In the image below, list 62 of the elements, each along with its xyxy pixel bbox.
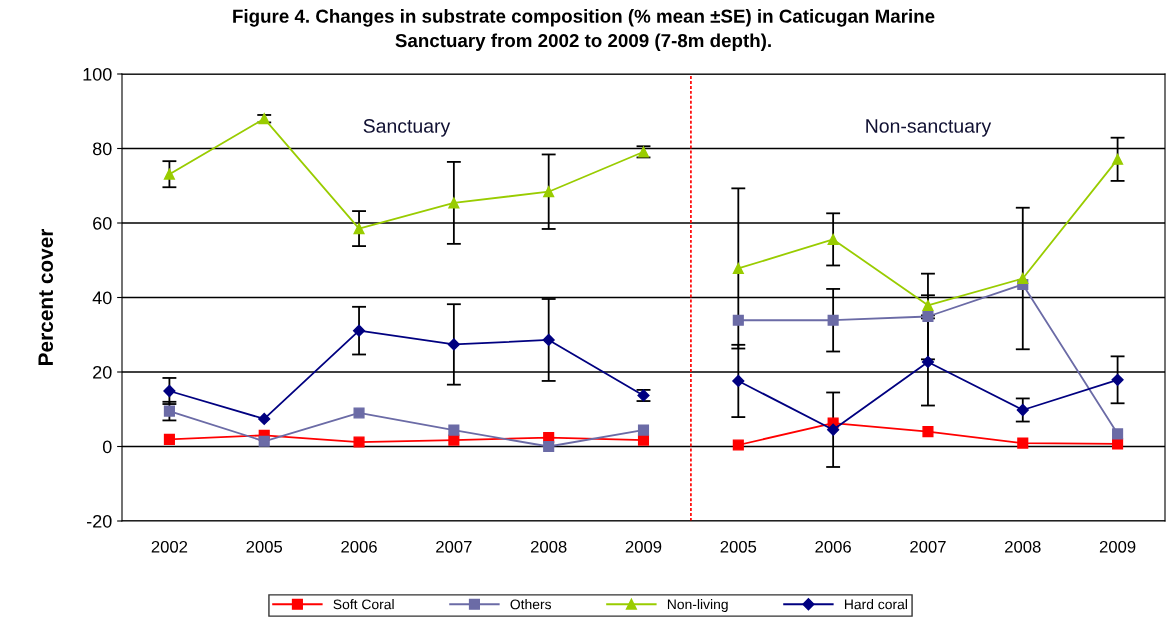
y-tick-label: -20 — [86, 514, 112, 528]
x-tick-label: 2006 — [341, 540, 377, 553]
x-tick-label: 2008 — [1005, 540, 1041, 553]
point — [353, 223, 365, 235]
point — [637, 434, 650, 446]
y-tick-label: 100 — [83, 67, 112, 81]
chart-title: Figure 4. Changes in substrate composition (% mean ±SE) in Caticugan Marine Sanctuary from 2002 to 2009 (7-8m depth). — [233, 9, 935, 51]
point — [163, 384, 176, 398]
x-tick-label: 2009 — [625, 540, 662, 553]
y-tick-label: 0 — [102, 440, 112, 454]
point — [353, 436, 365, 448]
legend-label: Non-living — [667, 599, 728, 612]
x-tick-label: 2008 — [530, 540, 567, 553]
point — [542, 333, 555, 347]
point — [827, 314, 839, 326]
point — [163, 433, 175, 445]
annotation: Sanctuary — [363, 119, 451, 137]
point — [448, 197, 460, 209]
x-tick-label: 2005 — [246, 540, 283, 553]
point — [447, 338, 460, 351]
point — [1112, 438, 1124, 450]
x-tick-label: 2006 — [815, 540, 851, 553]
point — [258, 435, 270, 447]
point — [922, 426, 934, 438]
point — [353, 407, 365, 419]
point — [827, 423, 840, 436]
point — [352, 324, 366, 337]
point — [922, 310, 934, 323]
legend-label: Others — [510, 599, 552, 610]
point — [1112, 428, 1124, 440]
point — [732, 439, 744, 451]
y-tick-label: 80 — [92, 142, 112, 156]
point — [1017, 437, 1029, 449]
y-tick-label: 60 — [93, 216, 112, 230]
y-tick-label: 20 — [93, 365, 112, 379]
point — [543, 440, 555, 453]
y-tick-label: 40 — [92, 291, 112, 305]
point — [921, 355, 935, 369]
legend-label: Soft Coral — [333, 599, 394, 610]
point — [637, 424, 650, 436]
x-tick-label: 2005 — [720, 540, 757, 553]
y-axis-title: Percent cover — [38, 228, 54, 366]
annotation: Non-sanctuary — [866, 119, 992, 137]
point — [448, 434, 460, 446]
x-tick-label: 2007 — [436, 540, 472, 553]
point — [1016, 403, 1029, 417]
point — [1112, 153, 1124, 165]
x-tick-label: 2002 — [151, 540, 188, 553]
point — [922, 299, 934, 311]
point — [163, 168, 175, 180]
point — [732, 374, 745, 388]
point — [732, 262, 744, 275]
point — [1017, 272, 1029, 285]
point — [1111, 373, 1124, 386]
x-tick-label: 2009 — [1099, 540, 1136, 553]
point — [258, 412, 271, 426]
point — [827, 233, 839, 245]
point — [448, 424, 460, 436]
x-tick-label: 2007 — [910, 540, 946, 553]
legend-label: Hard coral — [844, 599, 907, 610]
point — [543, 186, 555, 198]
point — [732, 314, 744, 326]
